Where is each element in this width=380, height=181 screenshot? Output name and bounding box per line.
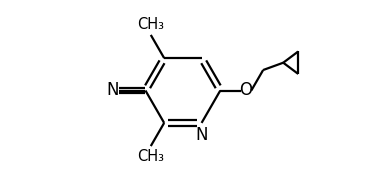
Text: O: O (239, 81, 252, 100)
Text: CH₃: CH₃ (137, 17, 164, 32)
Text: N: N (195, 126, 208, 144)
Text: CH₃: CH₃ (137, 149, 164, 164)
Text: N: N (106, 81, 119, 100)
